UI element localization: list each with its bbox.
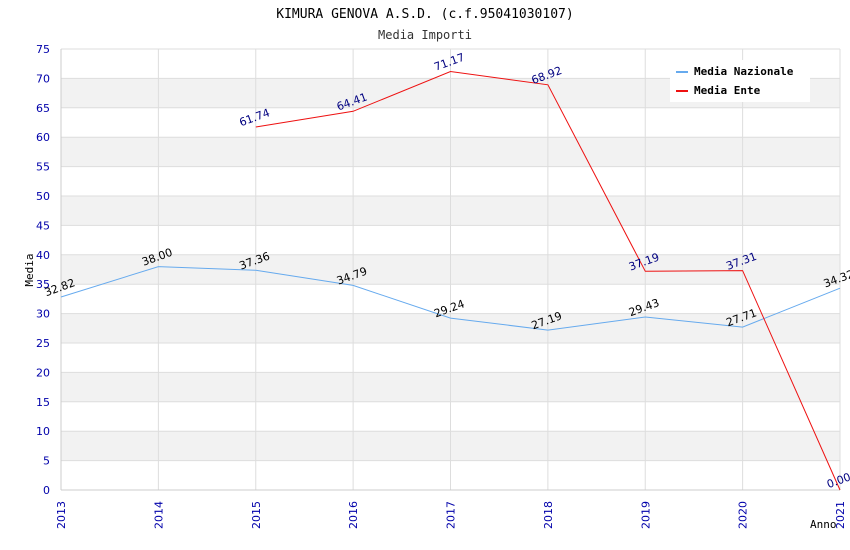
series-lines — [60, 70, 841, 491]
data-label-media-ente: 71.17 — [432, 51, 466, 74]
chart-title: KIMURA GENOVA A.S.D. (c.f.95041030107) — [276, 7, 573, 22]
x-tick-label: 2018 — [542, 501, 555, 529]
x-tick-label: 2013 — [55, 501, 68, 529]
data-label-media-ente: 0.00 — [825, 470, 850, 491]
y-tick-label: 15 — [36, 396, 50, 409]
y-tick-label: 60 — [36, 131, 50, 144]
x-tick-label: 2015 — [250, 501, 263, 529]
y-tick-label: 65 — [36, 102, 50, 115]
legend-label-media-nazionale: Media Nazionale — [694, 65, 794, 78]
x-axis-title: Anno — [810, 518, 837, 531]
y-tick-labels: 0 5 10 15 20 25 30 35 40 45 50 55 60 65 70 75 — [36, 43, 50, 497]
x-tick-label: 2021 — [834, 501, 847, 529]
x-tick-label: 2019 — [639, 501, 652, 529]
y-tick-label: 25 — [36, 337, 50, 350]
legend: Media Nazionale Media Ente — [670, 60, 810, 102]
x-tick-label: 2014 — [152, 501, 165, 529]
y-tick-label: 0 — [43, 484, 50, 497]
y-tick-label: 50 — [36, 190, 50, 203]
y-tick-label: 70 — [36, 72, 50, 85]
y-tick-label: 10 — [36, 425, 50, 438]
series-line-media-ente — [255, 70, 841, 491]
legend-label-media-ente: Media Ente — [694, 84, 761, 97]
y-tick-label: 30 — [36, 308, 50, 321]
chart-subtitle: Media Importi — [378, 28, 472, 42]
y-tick-label: 75 — [36, 43, 50, 56]
y-axis-title: Media — [23, 253, 36, 286]
x-tick-labels: 2013 2014 2015 2016 2017 2018 2019 2020 2021 — [55, 501, 847, 529]
x-tick-label: 2020 — [737, 501, 750, 529]
y-tick-label: 5 — [43, 455, 50, 468]
y-tick-label: 20 — [36, 366, 50, 379]
y-tick-label: 40 — [36, 249, 50, 262]
y-tick-label: 55 — [36, 161, 50, 174]
y-tick-label: 35 — [36, 278, 50, 291]
legend-box — [670, 60, 810, 102]
series-line-media-nazionale — [60, 266, 841, 331]
x-tick-label: 2016 — [347, 501, 360, 529]
y-tick-label: 45 — [36, 219, 50, 232]
x-tick-label: 2017 — [445, 501, 458, 529]
